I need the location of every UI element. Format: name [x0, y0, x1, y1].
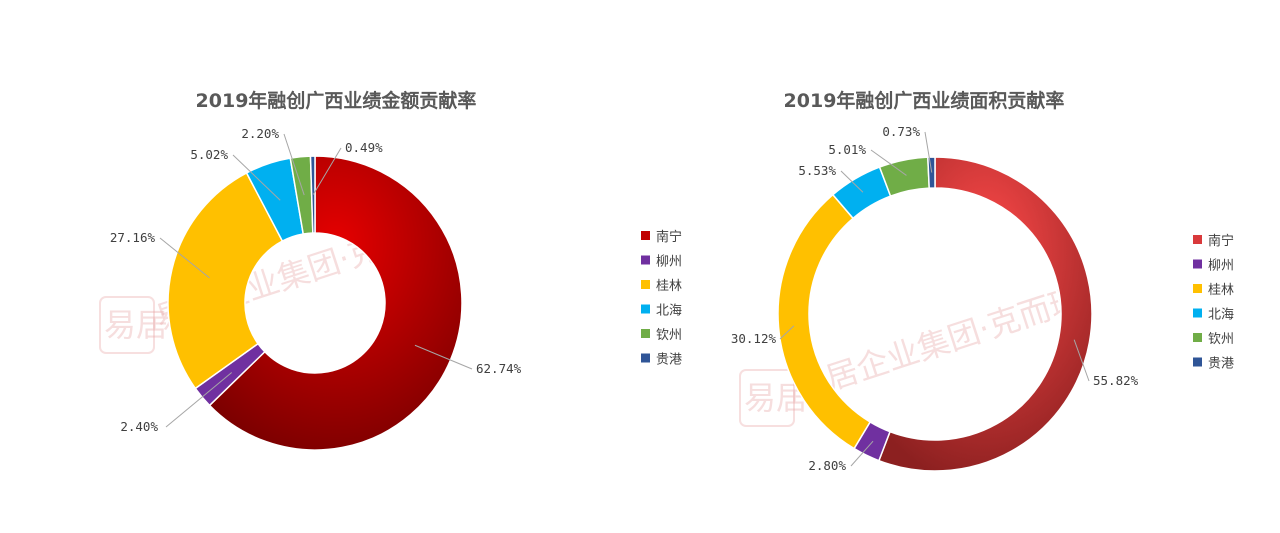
legend-swatch-nanning [1193, 235, 1202, 244]
legend-swatch-liuzhou [1193, 259, 1202, 269]
data-label-liuzhou: 2.40% [120, 419, 158, 434]
leader-line-beihai [840, 170, 864, 193]
donut-slices [777, 156, 1093, 472]
slice-nanning [208, 155, 463, 451]
watermark-seal-right [739, 369, 795, 427]
data-label-beihai: 5.53% [798, 163, 836, 178]
donut-chart-amount: 2019年融创广西业绩金额贡献率 62.74% 2.40% 27.16% 5.02% 2… [110, 89, 682, 451]
data-label-qinzhou: 2.20% [241, 126, 279, 141]
chart-title: 2019年融创广西业绩面积贡献率 [784, 89, 1065, 112]
watermark-seal-text-left: 易居 [104, 306, 168, 344]
leader-line-nanning [1073, 339, 1090, 382]
legend-label-beihai: 北海 [656, 304, 682, 319]
leader-line-guigang [924, 131, 933, 173]
data-label-liuzhou: 2.80% [808, 458, 846, 473]
leader-line-guilin [159, 237, 210, 279]
legend-label-nanning: 南宁 [656, 229, 682, 245]
legend-swatch-guilin [1193, 284, 1202, 293]
legend-label-liuzhou: 柳州 [656, 255, 682, 270]
data-label-guilin: 27.16% [110, 230, 156, 245]
data-label-nanning: 55.82% [1093, 373, 1139, 388]
chart-title: 2019年融创广西业绩金额贡献率 [196, 89, 477, 112]
legend-label-nanning: 南宁 [1208, 233, 1234, 249]
data-label-nanning: 62.74% [476, 361, 522, 376]
watermark-seal-left [99, 296, 155, 354]
data-label-qinzhou: 5.01% [828, 142, 866, 157]
legend-label-guigang: 贵港 [1208, 357, 1234, 372]
data-label-guilin: 30.12% [731, 331, 777, 346]
legend-label-guigang: 贵港 [656, 353, 682, 368]
data-labels: 62.74% 2.40% 27.16% 5.02% 2.20% 0.49% [110, 126, 522, 434]
slice-guilin [167, 171, 284, 390]
leader-line-nanning [414, 344, 473, 370]
legend-swatch-guigang [1193, 357, 1202, 367]
donut-chart-area: 2019年融创广西业绩面积贡献率 55.82%2.80%30.12%5.53%5… [731, 89, 1234, 473]
legend-label-guilin: 桂林 [656, 279, 682, 294]
data-label-beihai: 5.02% [190, 147, 228, 162]
legend-label-beihai: 北海 [1208, 308, 1234, 323]
slice-guigang [309, 155, 316, 234]
legend-label-guilin: 桂林 [1208, 283, 1234, 298]
legend-label-qinzhou: 钦州 [1208, 332, 1234, 347]
leader-line-guigang [312, 147, 342, 195]
legend-swatch-liuzhou [641, 255, 650, 265]
legend-swatch-nanning [641, 231, 650, 240]
legend-swatch-qinzhou [1193, 333, 1202, 342]
legend-label-liuzhou: 柳州 [1208, 259, 1234, 274]
data-label-guigang: 0.49% [345, 140, 383, 155]
leader-line-liuzhou [850, 440, 874, 467]
data-label-guigang: 0.73% [882, 124, 920, 139]
leader-line-liuzhou [165, 372, 233, 428]
slice-nanning [877, 156, 1093, 472]
legend-swatch-guilin [641, 280, 650, 289]
leader-line-qinzhou [283, 133, 305, 196]
legend-swatch-beihai [1193, 308, 1202, 318]
legend-swatch-beihai [641, 304, 650, 314]
data-labels: 55.82% 2.80% 30.12% 5.53% 5.01% 0.73% [731, 124, 1139, 473]
legend-swatch-qinzhou [641, 329, 650, 338]
leader-line-qinzhou [870, 149, 907, 176]
donut-slices [167, 155, 463, 451]
legend-label-qinzhou: 钦州 [656, 328, 682, 343]
legend-swatch-guigang [641, 353, 650, 363]
leader-line-beihai [232, 154, 281, 201]
leader-line-guilin [779, 325, 795, 340]
